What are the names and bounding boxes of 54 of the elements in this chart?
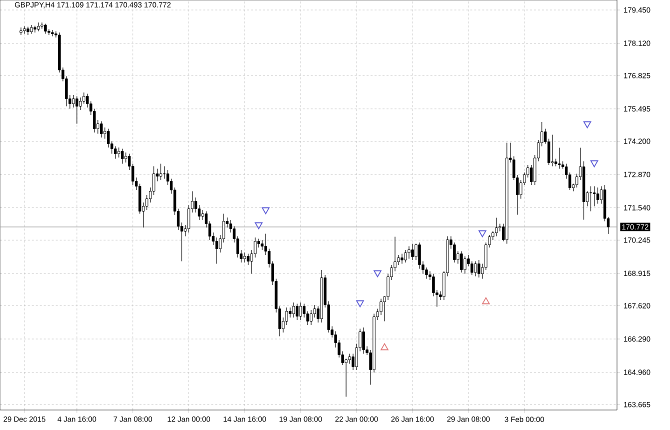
candlestick [292, 302, 296, 318]
candlestick [120, 148, 124, 164]
candlestick [187, 204, 190, 233]
candlestick [310, 310, 312, 326]
candlestick [34, 25, 36, 33]
candlestick [299, 302, 302, 320]
candlestick [243, 252, 246, 263]
candlestick [23, 26, 26, 34]
candlestick [558, 147, 561, 170]
candlestick [117, 147, 120, 158]
candlestick [460, 250, 463, 273]
point [583, 121, 592, 128]
candlestick [124, 152, 128, 163]
candlestick [474, 260, 477, 277]
candlestick [100, 120, 103, 138]
candlestick [411, 243, 414, 260]
candlestick [198, 204, 201, 220]
candlestick [344, 358, 348, 398]
candlestick [159, 163, 162, 180]
candlestick [194, 197, 198, 213]
point [254, 222, 263, 230]
point [356, 300, 364, 308]
candlestick [201, 210, 204, 220]
candlestick [288, 307, 292, 318]
candlestick [408, 246, 410, 260]
candlestick [114, 146, 117, 160]
point [590, 160, 598, 168]
candlestick [495, 217, 498, 237]
candlestick [26, 26, 30, 36]
candlestick [37, 22, 40, 32]
candlestick [246, 253, 250, 266]
candlestick [20, 27, 22, 36]
point [478, 230, 486, 238]
candlestick [592, 186, 596, 207]
candlestick [40, 22, 44, 30]
candlestick [362, 327, 365, 354]
candlestick [478, 260, 480, 278]
candlestick [596, 187, 600, 204]
candlestick [82, 92, 86, 104]
point [262, 207, 270, 214]
candlestick [296, 303, 299, 320]
candlestick [215, 237, 218, 264]
candlestick [404, 250, 407, 263]
point [374, 270, 382, 278]
candlestick [152, 166, 156, 196]
candlestick [51, 30, 54, 37]
candlestick [464, 256, 466, 274]
candlestick [44, 23, 47, 34]
candlestick [72, 94, 75, 108]
candlestick [302, 303, 306, 318]
candlestick [550, 134, 554, 167]
candlestick [400, 253, 404, 264]
candlestick [260, 240, 264, 250]
candlestick [76, 96, 78, 124]
